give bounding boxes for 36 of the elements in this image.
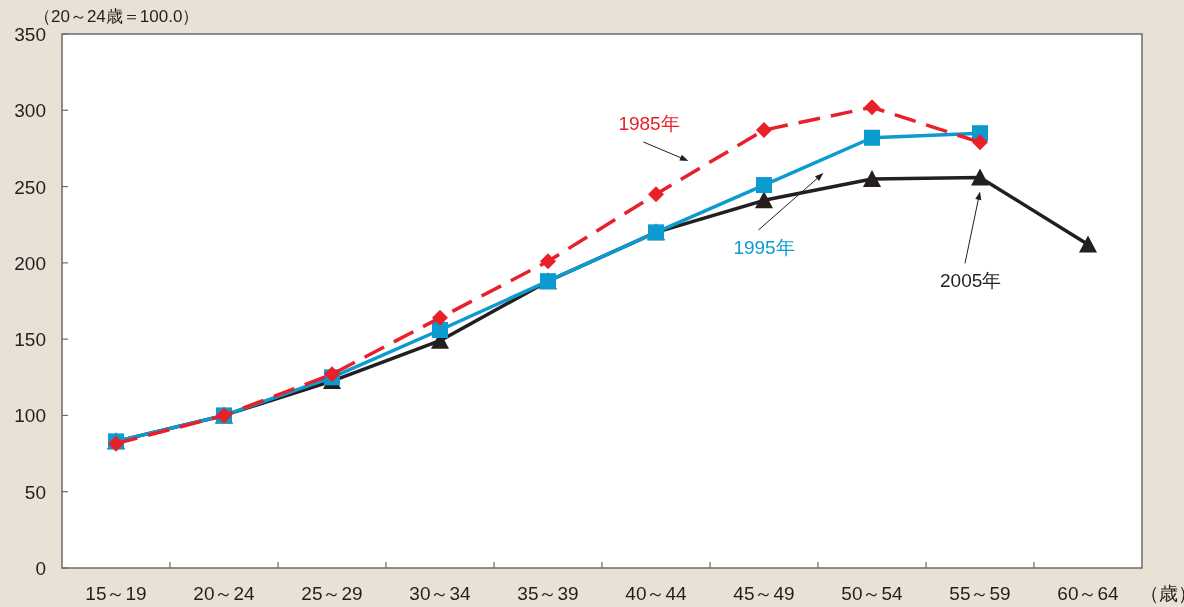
point bbox=[756, 122, 772, 139]
y-tick-label: 0 bbox=[35, 558, 46, 579]
x-tick-label: 30～34 bbox=[409, 583, 472, 604]
point bbox=[540, 253, 556, 270]
point bbox=[648, 186, 664, 203]
point bbox=[864, 99, 880, 116]
point bbox=[756, 177, 772, 194]
point bbox=[432, 309, 448, 326]
y-axis-title: （20～24歳＝100.0） bbox=[34, 7, 200, 26]
y-tick-label: 50 bbox=[24, 481, 46, 503]
y-tick-label: 100 bbox=[14, 405, 46, 427]
series-label: 1995年 bbox=[733, 237, 795, 259]
point bbox=[864, 129, 880, 146]
x-tick-label: 15～19 bbox=[85, 583, 147, 604]
y-tick-label: 250 bbox=[14, 176, 46, 198]
point bbox=[432, 321, 448, 338]
y-tick-label: 200 bbox=[14, 252, 46, 274]
y-tick-label: 150 bbox=[14, 329, 46, 351]
text: 2005年 bbox=[940, 270, 1002, 292]
x-tick-label: 60～64 bbox=[1057, 583, 1120, 604]
y-tick-label: 350 bbox=[14, 24, 46, 45]
point bbox=[863, 169, 881, 187]
point bbox=[971, 168, 989, 186]
text: 1985年 bbox=[618, 112, 680, 134]
x-tick-label: 25～29 bbox=[301, 583, 363, 604]
x-axis-title: （歳） bbox=[1140, 583, 1184, 604]
point bbox=[755, 191, 773, 209]
x-tick-label: 45～49 bbox=[733, 583, 795, 604]
point bbox=[1079, 235, 1097, 253]
x-tick-label: 20～24 bbox=[193, 583, 256, 604]
x-tick-label: 40～44 bbox=[625, 583, 688, 604]
y-tick-label: 300 bbox=[14, 100, 46, 122]
x-tick-label: 50～54 bbox=[841, 583, 904, 604]
x-tick-label: 55～59 bbox=[949, 583, 1011, 604]
x-tick-label: 35～39 bbox=[517, 583, 579, 604]
point bbox=[972, 134, 988, 151]
